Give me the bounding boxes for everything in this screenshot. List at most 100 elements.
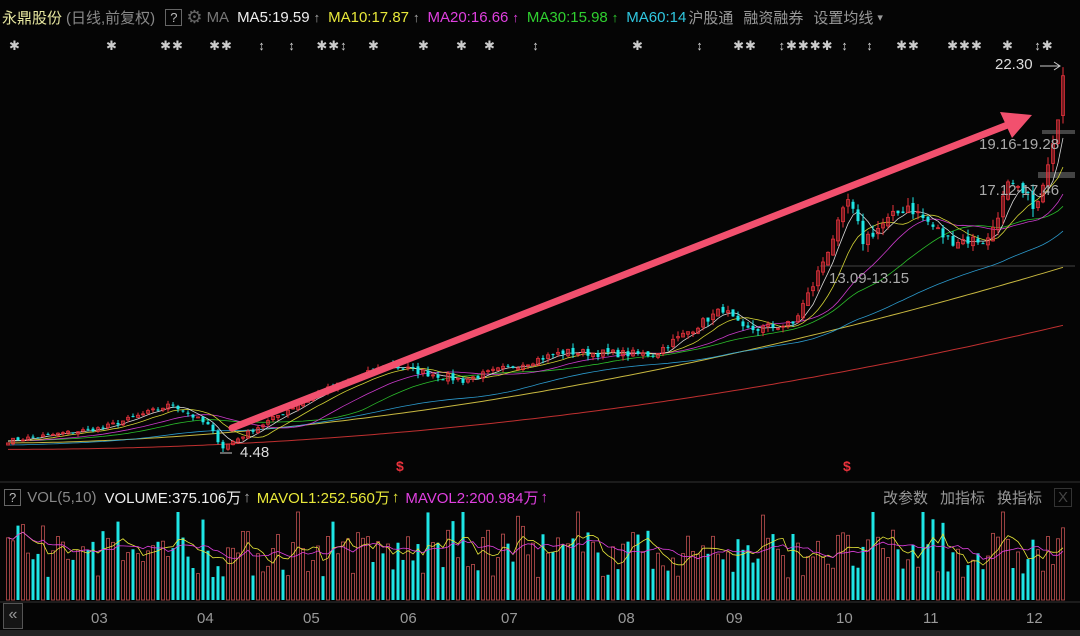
candle-up <box>846 199 850 207</box>
month-label: 05 <box>303 610 320 627</box>
event-marker-icon[interactable]: ✱ <box>9 38 21 53</box>
event-marker-icon[interactable]: ✱✱ <box>733 38 757 53</box>
chevron-down-icon[interactable]: ▾ <box>877 11 883 24</box>
ma5-line <box>7 137 1064 444</box>
event-marker-icon[interactable]: ✱ <box>106 38 118 53</box>
ma-label[interactable]: MA <box>206 8 230 26</box>
ma250-line <box>8 324 1064 450</box>
candle-up <box>631 349 635 357</box>
edit-params-button[interactable]: 改参数 <box>882 489 928 507</box>
candle-up <box>906 205 910 214</box>
volume-bar-up <box>486 529 490 601</box>
candle-down <box>966 236 970 244</box>
margin-trading-link[interactable]: 融资融券 <box>743 9 804 27</box>
signal-icon: $ <box>396 458 404 474</box>
info-marker-icon[interactable]: ↕✱✱✱✱ <box>778 38 833 53</box>
event-marker-icon[interactable]: ✱✱ <box>896 38 920 53</box>
volume-bar-up <box>256 553 260 601</box>
volume-bar-down <box>506 543 510 600</box>
volume-bar-down <box>851 565 855 600</box>
info-marker-icon[interactable]: ↕ <box>258 38 266 53</box>
hk-connect-link[interactable]: 沪股通 <box>688 9 734 27</box>
candle-down <box>436 375 440 378</box>
info-marker-icon[interactable]: ↕ <box>288 38 296 53</box>
candle-up <box>531 363 535 367</box>
candle-up <box>581 349 585 353</box>
candle-up <box>761 325 765 333</box>
candle-down <box>1021 183 1025 193</box>
candle-down <box>411 367 415 369</box>
candle-up <box>961 238 965 245</box>
candle-down <box>1031 190 1035 209</box>
volume-bar-up <box>886 557 890 601</box>
volume-bar-up <box>876 536 880 601</box>
info-marker-icon[interactable]: ✱✱↕ <box>316 38 347 53</box>
event-marker-icon[interactable]: ✱ <box>1002 38 1014 53</box>
volume-bar-up <box>696 553 700 601</box>
event-marker-icon[interactable]: ✱ <box>368 38 380 53</box>
ma-settings-button[interactable]: 设置均线 <box>813 9 874 27</box>
month-label: 11 <box>923 610 939 627</box>
volume-bar-up <box>971 559 975 601</box>
candle-up <box>801 303 805 319</box>
info-marker-icon[interactable]: ↕ <box>841 38 849 53</box>
volume-bar-up <box>501 533 505 601</box>
volume-bar-down <box>221 576 225 600</box>
volume-bar-up <box>836 534 840 601</box>
candle-up <box>26 436 30 441</box>
candle-up <box>556 351 560 355</box>
volume-bar-up <box>521 525 525 601</box>
candle-up <box>971 236 975 247</box>
info-marker-icon[interactable]: ↕ <box>532 38 540 53</box>
volume-bar-down <box>181 537 185 600</box>
volume-bar-up <box>56 536 60 601</box>
volume-bar-up <box>76 549 80 601</box>
info-marker-icon[interactable]: ↕✱ <box>1034 38 1053 53</box>
volume-help-button[interactable]: ? <box>4 488 22 506</box>
candle-up <box>81 429 85 432</box>
volume-bar-down <box>186 556 190 600</box>
volume-bar-up <box>361 537 365 601</box>
volume-bar-up <box>236 552 240 601</box>
volume-bar-down <box>946 571 950 600</box>
candle-up <box>831 238 835 256</box>
event-marker-icon[interactable]: ✱ <box>484 38 496 53</box>
event-marker-icon[interactable]: ✱ <box>632 38 644 53</box>
candle-down <box>921 214 925 218</box>
help-button[interactable]: ? <box>165 8 183 26</box>
volume-bar-up <box>866 539 870 601</box>
candle-down <box>911 202 915 215</box>
volume-bar-up <box>26 552 30 601</box>
volume-bar-up <box>81 546 85 601</box>
volume-bar-up <box>806 556 810 601</box>
signal-icon: $ <box>843 458 851 474</box>
event-marker-icon[interactable]: ✱✱ <box>160 38 184 53</box>
volume-bar-up <box>261 571 265 601</box>
volume-bar-down <box>981 569 985 600</box>
info-marker-icon[interactable]: ↕ <box>866 38 874 53</box>
close-icon[interactable]: X <box>1053 487 1072 507</box>
volume-bar-up <box>166 556 170 601</box>
switch-indicator-button[interactable]: 换指标 <box>996 489 1042 507</box>
scroll-back-button[interactable]: « <box>3 603 23 629</box>
candle-up <box>1006 181 1010 200</box>
candle-up <box>406 366 410 369</box>
volume-bar-down <box>46 576 50 600</box>
event-marker-icon[interactable]: ✱✱✱ <box>947 38 983 53</box>
candle-down <box>116 422 120 425</box>
volume-bar-down <box>31 559 35 600</box>
volume-bar-up <box>621 543 625 601</box>
event-marker-icon[interactable]: ✱ <box>456 38 468 53</box>
candle-down <box>451 373 455 381</box>
event-marker-icon[interactable]: ✱✱ <box>209 38 233 53</box>
volume-bar-down <box>436 542 440 600</box>
volume-bar-down <box>606 574 610 600</box>
candle-down <box>191 414 195 418</box>
candle-down <box>416 366 420 375</box>
gear-icon[interactable]: ⚙ <box>186 6 203 27</box>
event-marker-icon[interactable]: ✱ <box>418 38 430 53</box>
add-indicator-button[interactable]: 加指标 <box>939 489 985 507</box>
info-marker-icon[interactable]: ↕ <box>696 38 704 53</box>
candle-down <box>216 430 220 443</box>
